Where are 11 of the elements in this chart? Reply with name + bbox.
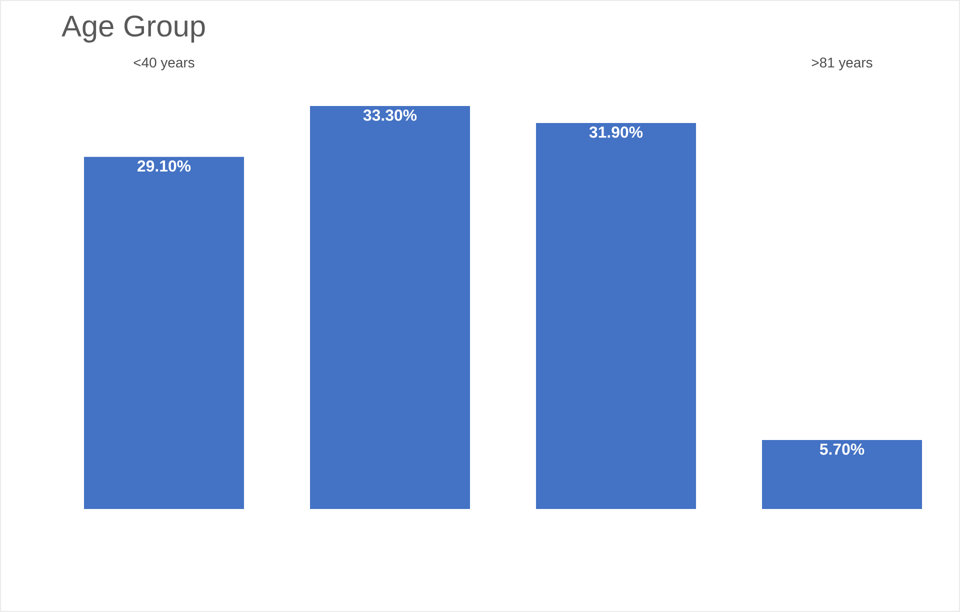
x-tick-label: >81 years xyxy=(812,58,872,70)
data-label: 29.10% xyxy=(138,160,191,172)
bar xyxy=(536,122,696,509)
chart-title: Age Group xyxy=(62,16,205,43)
bar xyxy=(762,440,922,509)
x-tick-label: <40 years xyxy=(134,58,194,70)
bar xyxy=(310,106,470,509)
data-label: 33.30% xyxy=(363,110,417,121)
bar xyxy=(84,156,244,509)
data-label: 31.90% xyxy=(589,126,643,138)
data-label: 5.70% xyxy=(820,444,864,455)
